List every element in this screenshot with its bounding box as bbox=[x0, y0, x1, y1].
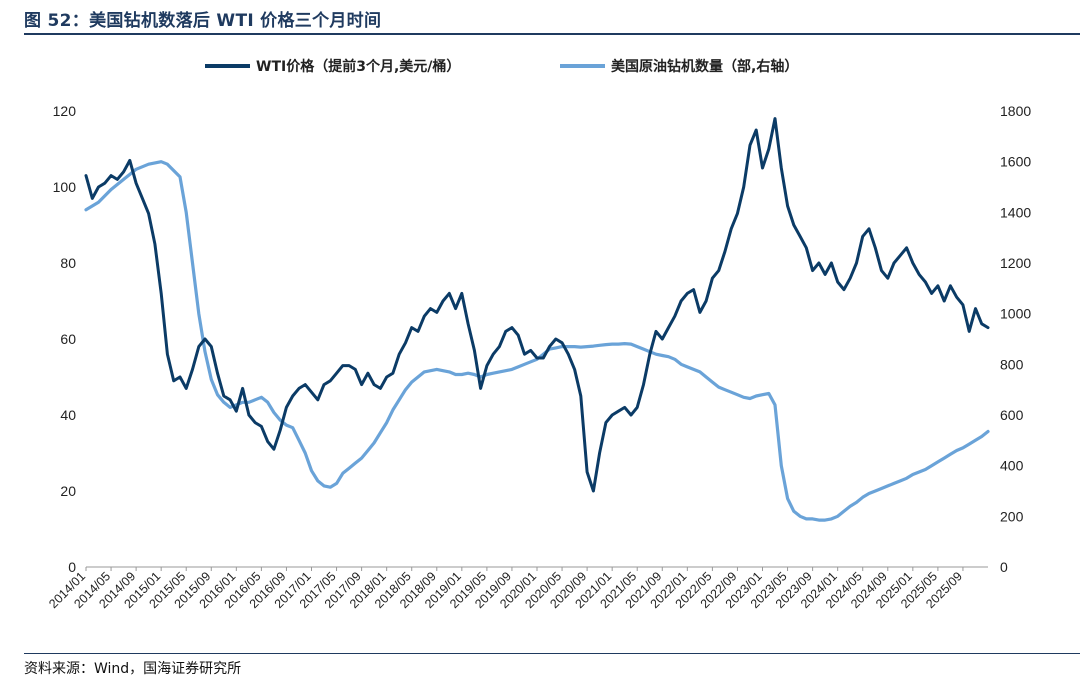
footer-divider bbox=[24, 653, 1080, 654]
right-tick-label: 200 bbox=[1000, 508, 1024, 524]
x-axis: 2014/012014/052014/092015/012015/052015/… bbox=[46, 567, 965, 611]
right-tick-label: 600 bbox=[1000, 407, 1024, 423]
right-tick-label: 1000 bbox=[1000, 306, 1031, 322]
left-tick-label: 80 bbox=[60, 255, 76, 271]
source-note: 资料来源：Wind，国海证券研究所 bbox=[24, 661, 242, 677]
legend: WTI价格（提前3个月,美元/桶） 美国原油钻机数量（部,右轴） bbox=[205, 58, 798, 75]
left-tick-label: 120 bbox=[53, 103, 77, 119]
right-tick-label: 0 bbox=[1000, 559, 1008, 575]
title-divider bbox=[24, 33, 1080, 35]
legend-label-wti: WTI价格（提前3个月,美元/桶） bbox=[256, 58, 460, 75]
right-tick-label: 800 bbox=[1000, 356, 1024, 372]
line-chart: WTI价格（提前3个月,美元/桶） 美国原油钻机数量（部,右轴） 0 20 40 60… bbox=[46, 58, 1031, 611]
left-tick-label: 0 bbox=[68, 559, 76, 575]
left-tick-label: 100 bbox=[53, 179, 77, 195]
series bbox=[84, 117, 990, 522]
series-line-wti bbox=[84, 117, 990, 493]
chart-title: 图 52：美国钻机数落后 WTI 价格三个月时间 bbox=[24, 11, 382, 31]
left-tick-label: 20 bbox=[60, 483, 76, 499]
right-axis: 0 200 400 600 800 1000 1200 1400 1600 1800 bbox=[1000, 103, 1031, 575]
left-tick-label: 40 bbox=[60, 407, 76, 423]
right-tick-label: 400 bbox=[1000, 458, 1024, 474]
legend-label-rig-count: 美国原油钻机数量（部,右轴） bbox=[611, 58, 798, 75]
right-tick-label: 1400 bbox=[1000, 204, 1031, 220]
right-tick-label: 1200 bbox=[1000, 255, 1031, 271]
right-tick-label: 1800 bbox=[1000, 103, 1031, 119]
left-tick-label: 60 bbox=[60, 331, 76, 347]
left-axis: 0 20 40 60 80 100 120 bbox=[53, 103, 77, 575]
series-line-rig-count bbox=[84, 160, 990, 522]
right-tick-label: 1600 bbox=[1000, 154, 1031, 170]
